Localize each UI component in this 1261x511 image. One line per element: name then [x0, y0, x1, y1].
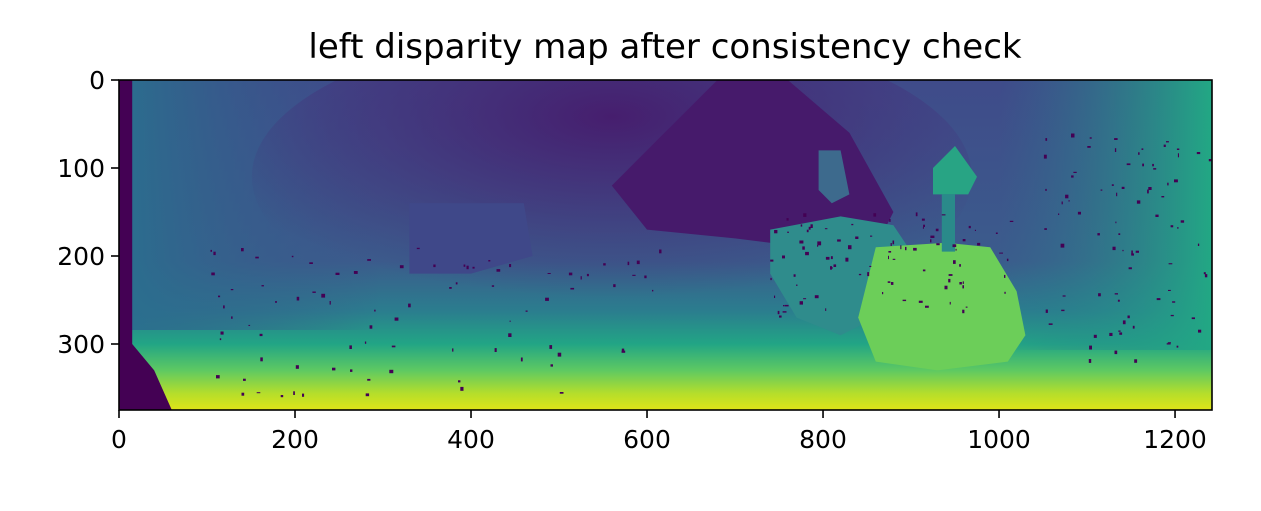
heatmap-right-region	[999, 80, 1212, 350]
x-tick-label: 200	[271, 425, 319, 454]
heatmap-tree	[818, 150, 850, 204]
x-tick-label: 1200	[1143, 425, 1207, 454]
x-tick-label: 400	[447, 425, 495, 454]
x-tick-label: 0	[111, 425, 127, 454]
x-tick-label: 800	[799, 425, 847, 454]
plot-frame	[118, 79, 1213, 411]
heatmap-gray-block	[409, 203, 533, 274]
heatmap-car	[858, 242, 1026, 371]
heatmap-sign-head	[933, 146, 977, 195]
y-tick-label: 300	[57, 330, 105, 359]
heatmap-invalid-left	[119, 80, 172, 410]
y-axis: 0 100 200 300	[57, 66, 119, 359]
chart-title: left disparity map after consistency che…	[308, 27, 1021, 67]
x-tick-label: 1000	[967, 425, 1031, 454]
y-tick-label: 0	[89, 66, 105, 95]
y-tick-label: 100	[57, 154, 105, 183]
heatmap-far-dark	[611, 80, 894, 248]
heatmap-invalid-speckle	[210, 133, 1212, 398]
x-tick-label: 600	[623, 425, 671, 454]
heatmap-sign-pole	[941, 194, 955, 252]
x-axis: 0 200 400 600 800 1000 1200	[111, 410, 1207, 454]
disparity-heatmap	[119, 80, 1212, 410]
y-tick-label: 200	[57, 242, 105, 271]
